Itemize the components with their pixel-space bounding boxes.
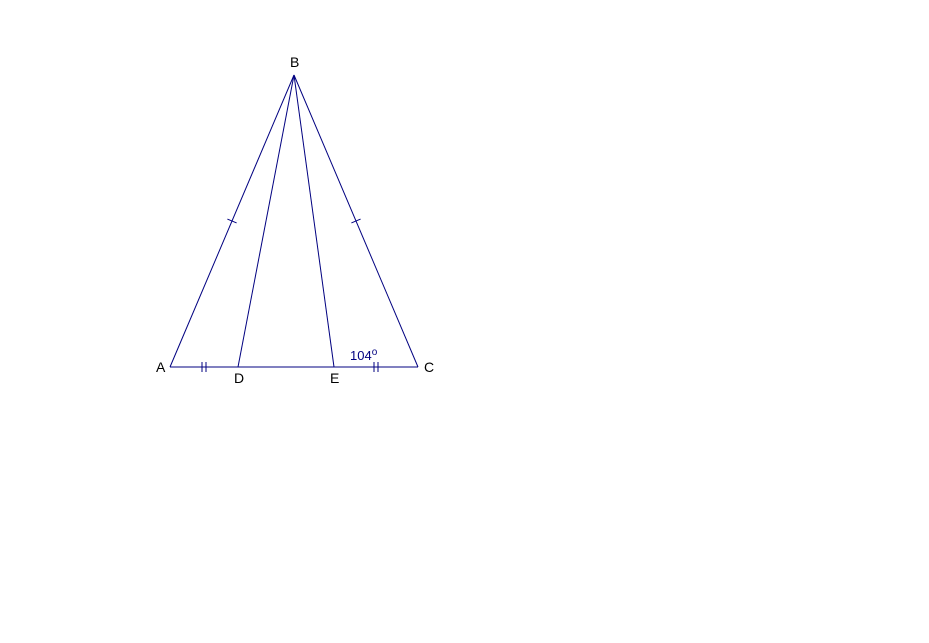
segment-B-D [238,75,294,367]
point-label-E: E [330,370,339,386]
tick-mark [227,219,236,223]
angle-label: 104o [350,347,378,363]
point-label-C: C [424,359,434,375]
point-label-B: B [290,54,299,70]
point-label-A: A [156,359,166,375]
geometry-diagram: A B C D E 104o [0,0,929,643]
segment-B-E [294,75,334,367]
tick-mark [351,219,360,223]
point-label-D: D [234,370,244,386]
